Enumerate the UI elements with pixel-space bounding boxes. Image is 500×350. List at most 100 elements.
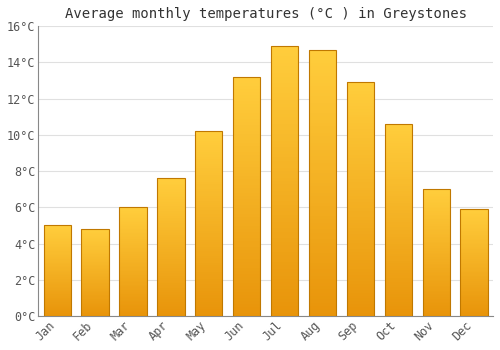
Bar bbox=[271, 282, 298, 286]
Bar bbox=[82, 307, 108, 308]
Bar bbox=[422, 287, 450, 289]
Bar bbox=[460, 217, 487, 218]
Bar bbox=[44, 293, 71, 294]
Bar bbox=[120, 219, 146, 221]
Bar bbox=[233, 116, 260, 119]
Bar bbox=[309, 226, 336, 230]
Bar bbox=[309, 106, 336, 110]
Bar bbox=[233, 215, 260, 217]
Bar bbox=[82, 305, 108, 306]
Bar bbox=[460, 218, 487, 220]
Bar bbox=[347, 205, 374, 208]
Bar bbox=[309, 160, 336, 163]
Bar bbox=[460, 241, 487, 243]
Bar bbox=[44, 301, 71, 302]
Bar bbox=[157, 178, 184, 316]
Bar bbox=[233, 238, 260, 241]
Bar bbox=[233, 95, 260, 98]
Bar bbox=[460, 268, 487, 269]
Bar bbox=[384, 285, 412, 287]
Bar bbox=[460, 221, 487, 223]
Bar bbox=[82, 245, 108, 246]
Bar bbox=[44, 250, 71, 251]
Bar bbox=[82, 232, 108, 233]
Bar bbox=[120, 225, 146, 226]
Bar bbox=[120, 292, 146, 293]
Bar bbox=[195, 208, 222, 210]
Bar bbox=[44, 233, 71, 235]
Bar bbox=[309, 190, 336, 193]
Bar bbox=[347, 179, 374, 182]
Bar bbox=[309, 100, 336, 103]
Bar bbox=[384, 263, 412, 266]
Bar bbox=[82, 300, 108, 301]
Bar bbox=[347, 141, 374, 144]
Bar bbox=[195, 189, 222, 191]
Bar bbox=[195, 270, 222, 272]
Bar bbox=[82, 243, 108, 244]
Bar bbox=[422, 283, 450, 284]
Bar bbox=[384, 170, 412, 172]
Bar bbox=[309, 259, 336, 263]
Bar bbox=[309, 103, 336, 106]
Bar bbox=[195, 136, 222, 138]
Bar bbox=[460, 244, 487, 245]
Bar bbox=[120, 230, 146, 232]
Bar bbox=[422, 254, 450, 256]
Bar bbox=[157, 245, 184, 247]
Bar bbox=[120, 214, 146, 216]
Bar bbox=[384, 143, 412, 146]
Bar bbox=[460, 305, 487, 307]
Bar bbox=[82, 290, 108, 291]
Bar bbox=[233, 265, 260, 268]
Bar bbox=[271, 269, 298, 272]
Bar bbox=[384, 266, 412, 268]
Bar bbox=[271, 131, 298, 134]
Bar bbox=[195, 143, 222, 145]
Bar bbox=[233, 256, 260, 259]
Bar bbox=[384, 150, 412, 153]
Bar bbox=[271, 302, 298, 306]
Bar bbox=[120, 308, 146, 309]
Bar bbox=[460, 253, 487, 254]
Bar bbox=[44, 302, 71, 303]
Bar bbox=[460, 248, 487, 249]
Bar bbox=[347, 190, 374, 193]
Bar bbox=[157, 206, 184, 208]
Bar bbox=[309, 193, 336, 196]
Bar bbox=[384, 256, 412, 258]
Bar bbox=[460, 288, 487, 289]
Bar bbox=[271, 46, 298, 316]
Bar bbox=[82, 277, 108, 278]
Bar bbox=[120, 270, 146, 271]
Bar bbox=[271, 158, 298, 161]
Bar bbox=[384, 198, 412, 201]
Bar bbox=[44, 246, 71, 247]
Bar bbox=[44, 279, 71, 280]
Bar bbox=[309, 253, 336, 256]
Bar bbox=[460, 251, 487, 252]
Bar bbox=[195, 201, 222, 203]
Bar bbox=[309, 126, 336, 130]
Bar bbox=[384, 208, 412, 210]
Bar bbox=[384, 155, 412, 158]
Bar bbox=[309, 239, 336, 243]
Bar bbox=[309, 83, 336, 86]
Bar bbox=[309, 113, 336, 116]
Bar bbox=[347, 234, 374, 237]
Bar bbox=[384, 244, 412, 246]
Bar bbox=[271, 114, 298, 117]
Bar bbox=[195, 198, 222, 201]
Bar bbox=[384, 275, 412, 278]
Bar bbox=[347, 91, 374, 94]
Bar bbox=[271, 201, 298, 205]
Bar bbox=[309, 213, 336, 216]
Bar bbox=[460, 236, 487, 237]
Bar bbox=[233, 217, 260, 220]
Bar bbox=[44, 256, 71, 257]
Bar bbox=[347, 158, 374, 161]
Bar bbox=[271, 141, 298, 144]
Bar bbox=[309, 233, 336, 236]
Bar bbox=[384, 126, 412, 129]
Bar bbox=[157, 196, 184, 197]
